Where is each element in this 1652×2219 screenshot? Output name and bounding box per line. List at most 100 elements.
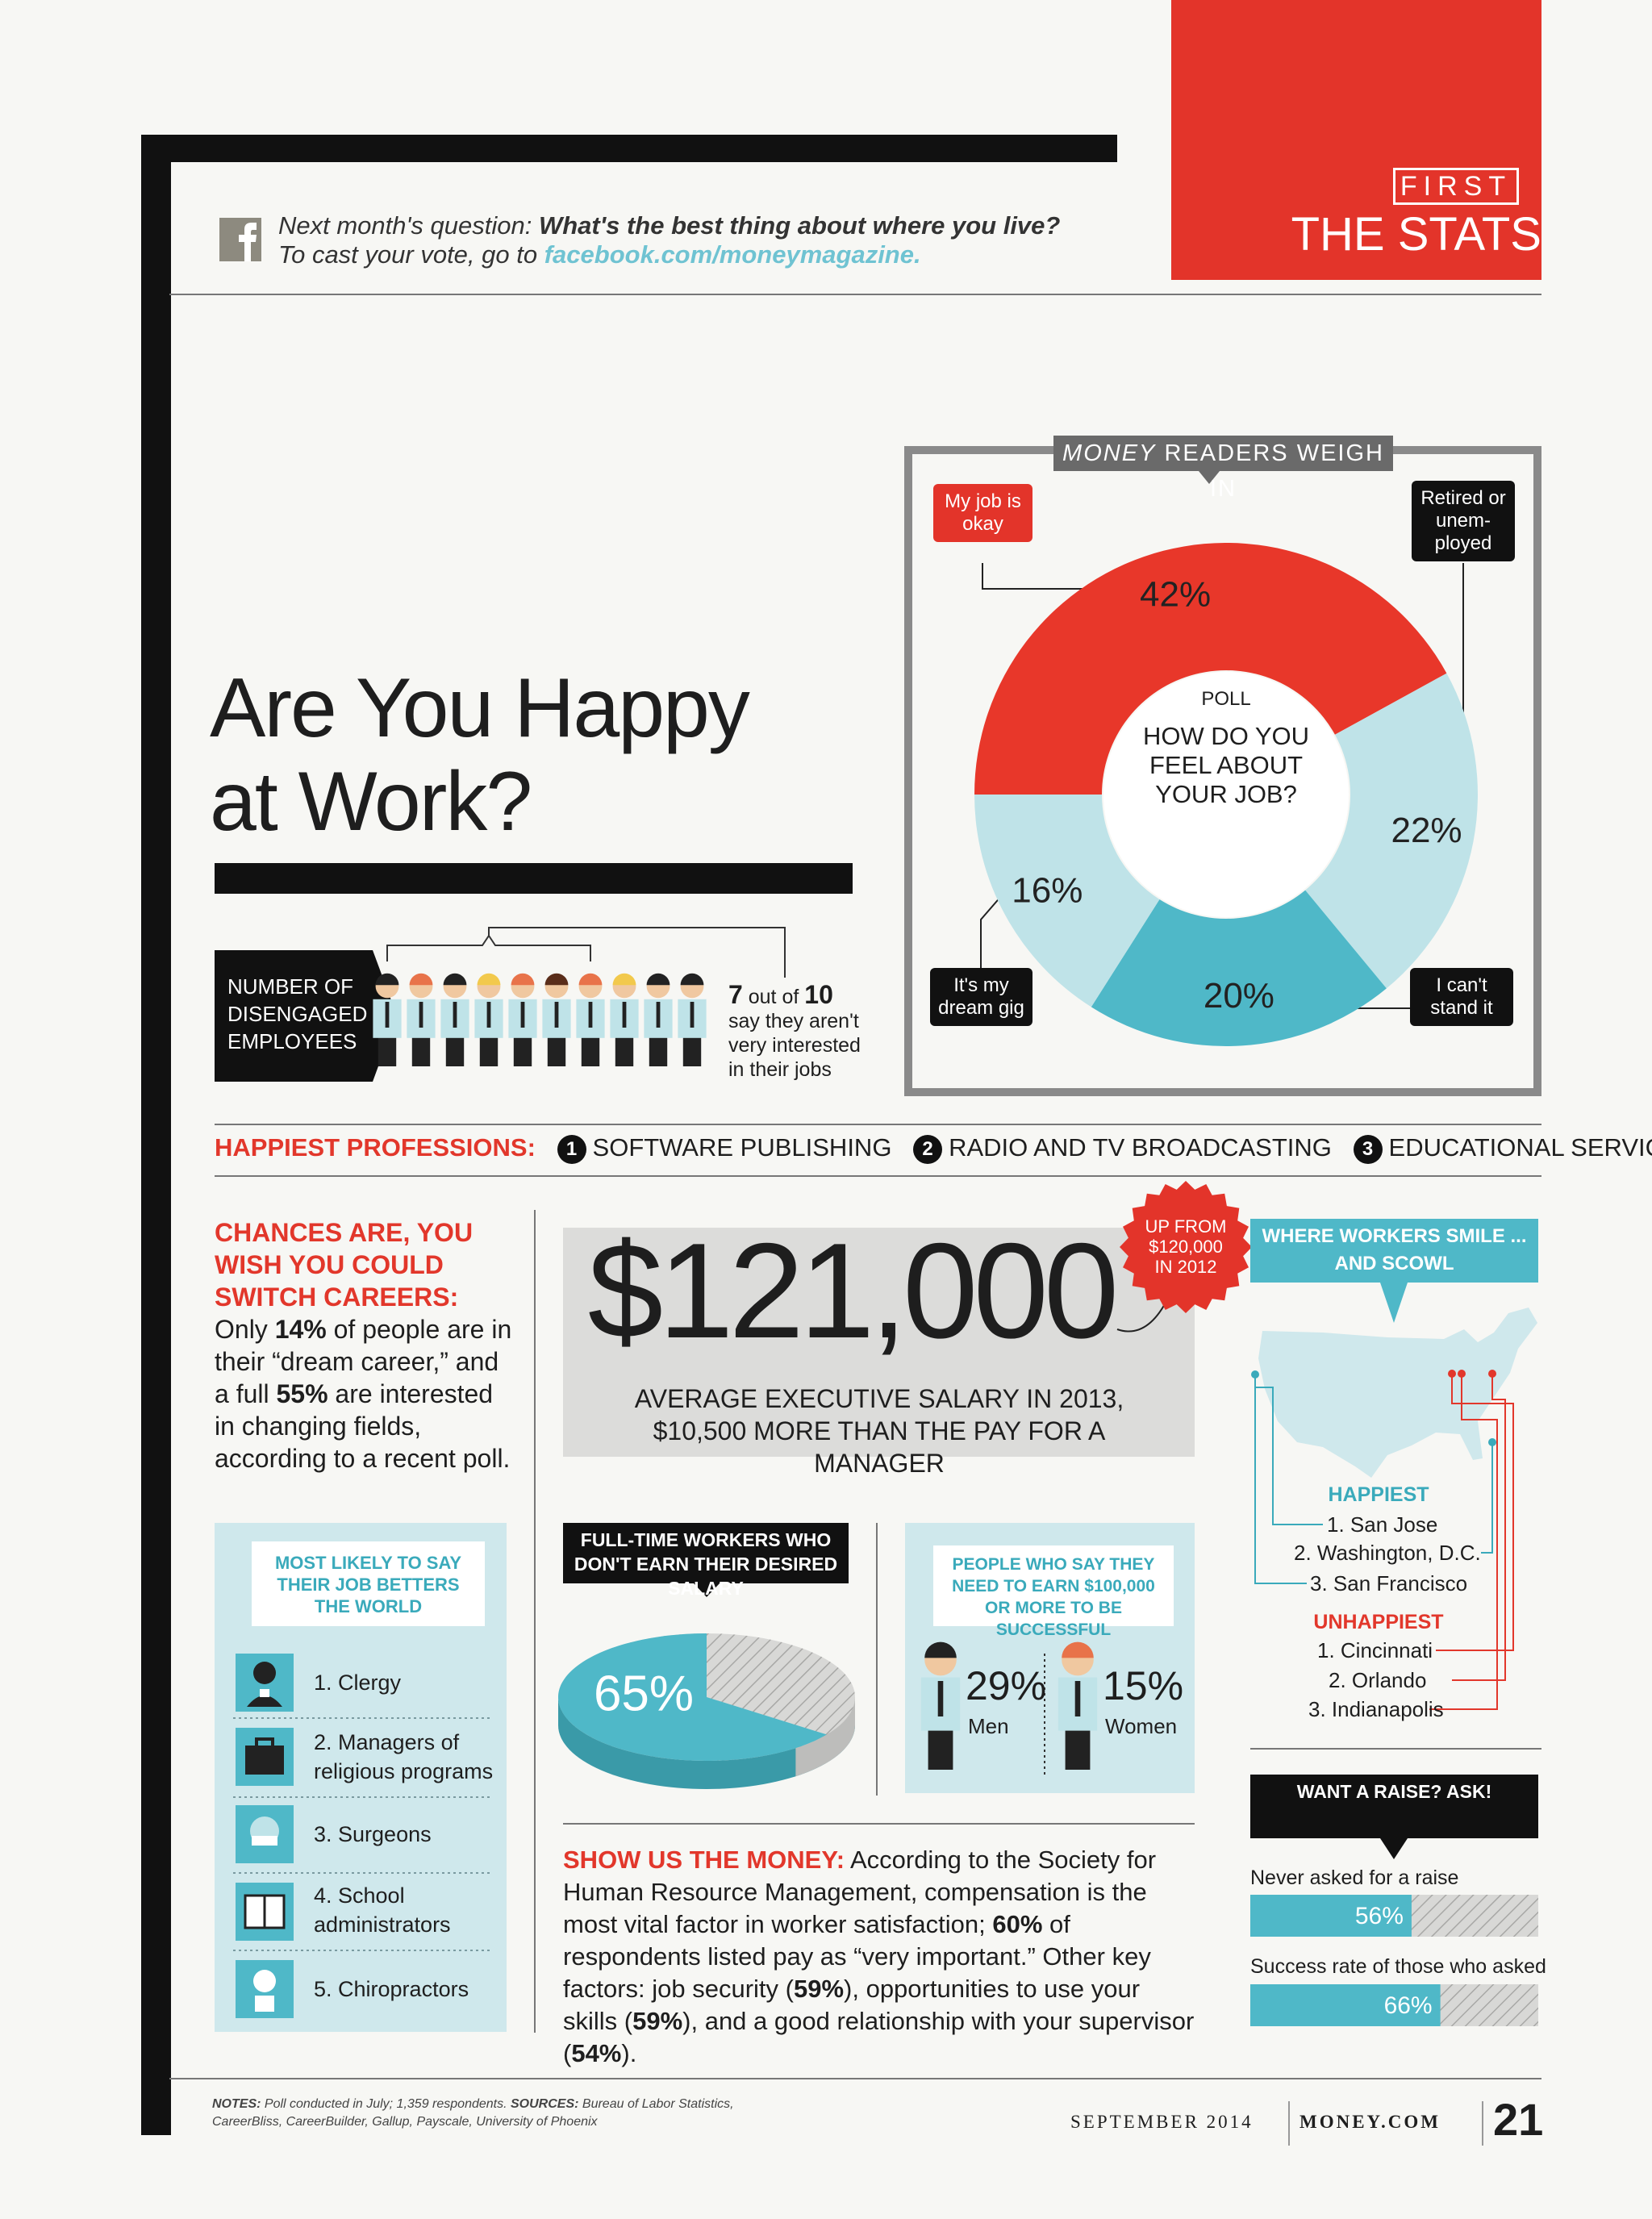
map-city: 3. San Francisco xyxy=(1310,1571,1468,1595)
list-dividers xyxy=(233,1717,492,1951)
sources-label: SOURCES: xyxy=(511,2097,579,2111)
section-label: FIRST xyxy=(1393,168,1519,205)
donut-label: 20% xyxy=(1204,976,1274,1016)
donut-slice xyxy=(1091,890,1387,1046)
poll-kicker: POLL xyxy=(1201,688,1251,710)
title-bar xyxy=(215,863,853,894)
pie-slice xyxy=(558,1633,827,1761)
figure-legs xyxy=(513,1032,532,1066)
list-item: 3. Surgeons xyxy=(314,1822,432,1846)
raise-bar xyxy=(1250,1984,1441,2026)
map-unhappiest-label: UNHAPPIEST xyxy=(1313,1611,1444,1633)
figure-legs xyxy=(445,1032,465,1066)
raise-title: WANT A RAISE? ASK! xyxy=(1296,1781,1492,1802)
disengaged-text: say they aren't very interested in their… xyxy=(728,1010,861,1081)
poll-banner-em: MONEY xyxy=(1062,440,1157,466)
stat: 59% xyxy=(632,2007,683,2035)
figure-legs xyxy=(547,1032,566,1066)
figure-hair xyxy=(477,973,501,986)
page-number: 21 xyxy=(1493,2094,1544,2145)
figure-hair xyxy=(578,973,603,986)
raise-value: 66% xyxy=(1384,1992,1433,2019)
poll-banner-label: READERS WEIGH IN xyxy=(1164,440,1384,502)
question-prefix: Next month's question: xyxy=(278,211,532,240)
map-happiest-label: HAPPIEST xyxy=(1328,1483,1429,1506)
map-title-box xyxy=(1250,1219,1538,1323)
poll-banner xyxy=(1053,436,1393,471)
map-title: WHERE WORKERS SMILE ... AND SCOWL xyxy=(1262,1225,1527,1274)
rank-badge: 3 xyxy=(1353,1134,1383,1164)
footer-site: MONEY.COM xyxy=(1299,2112,1441,2132)
salary-amount: $121,000 xyxy=(587,1215,1120,1366)
figure-legs xyxy=(928,1723,953,1770)
top-rule xyxy=(141,135,1117,162)
figure-legs xyxy=(682,1032,702,1066)
donut-label: 16% xyxy=(1012,871,1083,911)
figure-legs xyxy=(479,1032,499,1066)
figure-hair xyxy=(1062,1641,1094,1658)
facebook-f xyxy=(239,223,257,261)
section-title: THE STATS xyxy=(1291,208,1541,261)
profession: SOFTWARE PUBLISHING xyxy=(592,1133,892,1162)
figure-legs xyxy=(649,1032,668,1066)
desired-title-box xyxy=(563,1523,849,1583)
disengaged-stat: 7 out of 10 say they aren't very interes… xyxy=(728,982,866,1082)
profession: RADIO AND TV BROADCASTING xyxy=(949,1133,1332,1162)
footer-date: SEPTEMBER 2014 xyxy=(1070,2112,1254,2132)
poll-callout: My job is okay xyxy=(933,484,1032,542)
salary-badge xyxy=(1120,1181,1252,1313)
raise-label: Success rate of those who asked xyxy=(1250,1955,1546,1978)
rank-badge: 1 xyxy=(557,1134,586,1164)
map-city: 1. Cincinnati xyxy=(1317,1638,1433,1662)
map-city: 3. Indianapolis xyxy=(1308,1697,1444,1721)
figure xyxy=(610,973,639,1066)
stat: 59% xyxy=(793,1975,845,2003)
salary-caption: AVERAGE EXECUTIVE SALARY IN 2013, $10,50… xyxy=(634,1384,1124,1478)
poll-callout: It's my dream gig xyxy=(930,968,1032,1026)
donut-slice xyxy=(974,795,1160,1007)
better-world-title-box xyxy=(252,1541,485,1626)
show-money-text: SHOW US THE MONEY: According to the Soci… xyxy=(563,1844,1200,2070)
pie-label: 65% xyxy=(594,1666,694,1721)
figure xyxy=(373,973,402,1066)
show-money-lead: SHOW US THE MONEY: xyxy=(563,1846,845,1874)
list-item: 4. School administrators xyxy=(314,1883,451,1937)
text: are interested in changing fields, accor… xyxy=(215,1379,511,1473)
need-title-box xyxy=(933,1545,1174,1626)
poll-banner-text: MONEY READERS WEIGH IN xyxy=(1053,436,1393,507)
careers-text: CHANCES ARE, YOU WISH YOU COULD SWITCH C… xyxy=(215,1216,515,1474)
professions: HAPPIEST PROFESSIONS: 1 SOFTWARE PUBLISHI… xyxy=(215,1132,1652,1164)
donut-slice xyxy=(974,543,1447,795)
professions-label: HAPPIEST PROFESSIONS: xyxy=(215,1133,536,1162)
figure xyxy=(576,973,605,1066)
raise-label: Never asked for a raise xyxy=(1250,1867,1459,1889)
notes: Poll conducted in July; 1,359 respondent… xyxy=(264,2097,507,2111)
map-city: 2. Orlando xyxy=(1329,1668,1427,1692)
figure-hair xyxy=(924,1641,957,1658)
map-leaders xyxy=(1254,1375,1514,1710)
salary-badge-text: UP FROM $120,000 IN 2012 xyxy=(1145,1216,1227,1277)
raise-title-box xyxy=(1250,1775,1538,1859)
disengaged-box xyxy=(215,950,397,1082)
map-city: 1. San Jose xyxy=(1327,1512,1438,1537)
text: ), opportunities to use your skills ( xyxy=(563,1975,1141,2035)
figure xyxy=(407,973,436,1066)
map-city: 2. Washington, D.C. xyxy=(1294,1541,1481,1565)
figure-hair xyxy=(375,973,399,986)
disengaged-count: 7 xyxy=(728,980,743,1009)
figure-hair xyxy=(409,973,433,986)
disengaged-of: out of xyxy=(748,986,799,1008)
figure xyxy=(474,973,503,1066)
rank-badge: 2 xyxy=(913,1134,943,1164)
disengaged-label: NUMBER OF DISENGAGED EMPLOYEES xyxy=(227,974,368,1053)
figure-hair xyxy=(511,973,535,986)
list-item: 2. Managers of religious programs xyxy=(314,1730,494,1783)
stat: 55% xyxy=(276,1379,328,1408)
stat: 60% xyxy=(992,1910,1043,1938)
need-label: Men xyxy=(968,1714,1009,1738)
poll-callout: Retired or unem-ployed xyxy=(1412,481,1515,561)
sources: Bureau of Labor Statistics, CareerBliss,… xyxy=(212,2097,734,2129)
vote-url[interactable]: facebook.com/moneymagazine. xyxy=(544,240,921,269)
